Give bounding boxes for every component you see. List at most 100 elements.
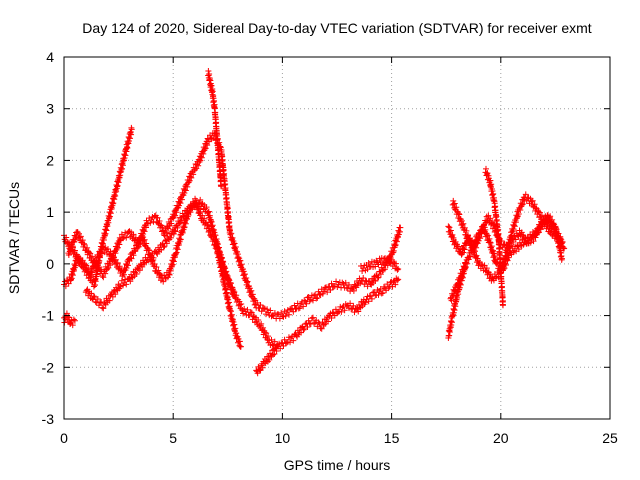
data-point bbox=[463, 259, 470, 266]
data-point bbox=[90, 293, 97, 300]
x-tick-label: 15 bbox=[384, 430, 400, 446]
data-point bbox=[451, 287, 458, 294]
data-point bbox=[110, 200, 117, 207]
data-point bbox=[65, 280, 72, 287]
data-point bbox=[100, 241, 106, 248]
data-point bbox=[501, 265, 508, 272]
data-point bbox=[535, 228, 542, 235]
data-point bbox=[69, 243, 76, 250]
data-point bbox=[504, 257, 511, 264]
data-point bbox=[175, 242, 182, 249]
data-point bbox=[225, 299, 232, 306]
data-point bbox=[69, 272, 76, 279]
data-point bbox=[119, 235, 126, 242]
data-point bbox=[232, 325, 239, 332]
data-point bbox=[176, 220, 183, 227]
data-point bbox=[85, 269, 92, 276]
chart-title: Day 124 of 2020, Sidereal Day-to-day VTE… bbox=[82, 20, 591, 36]
data-point bbox=[365, 260, 372, 267]
data-point bbox=[506, 240, 513, 247]
data-point bbox=[311, 320, 318, 327]
data-point bbox=[461, 265, 468, 272]
data-point bbox=[454, 280, 461, 287]
data-point bbox=[545, 214, 552, 221]
data-point bbox=[385, 285, 392, 292]
data-point bbox=[182, 187, 189, 194]
data-point bbox=[282, 312, 289, 319]
data-point bbox=[181, 224, 188, 231]
data-point bbox=[84, 244, 91, 251]
data-point bbox=[558, 255, 565, 262]
data-point bbox=[238, 261, 245, 268]
data-point bbox=[107, 210, 114, 217]
data-point bbox=[313, 295, 320, 302]
data-point bbox=[237, 343, 244, 350]
data-point bbox=[523, 197, 530, 204]
data-point bbox=[229, 316, 236, 323]
data-point bbox=[231, 240, 238, 247]
data-point bbox=[206, 71, 213, 78]
data-point bbox=[452, 288, 459, 295]
data-point bbox=[127, 135, 134, 142]
data-point bbox=[167, 234, 174, 241]
data-point bbox=[156, 217, 163, 224]
data-point bbox=[318, 325, 325, 332]
data-point bbox=[136, 240, 143, 247]
data-point bbox=[97, 299, 104, 306]
data-point bbox=[220, 275, 227, 282]
series-trace-b bbox=[61, 124, 135, 290]
data-point bbox=[93, 260, 100, 267]
data-point bbox=[201, 145, 208, 152]
data-point bbox=[374, 274, 381, 281]
data-point bbox=[154, 214, 161, 221]
data-point bbox=[216, 253, 223, 260]
data-point bbox=[556, 242, 563, 249]
data-point bbox=[393, 238, 400, 245]
data-point bbox=[393, 265, 400, 272]
data-point bbox=[549, 216, 556, 223]
data-point bbox=[296, 304, 303, 311]
data-point bbox=[490, 190, 497, 197]
data-point bbox=[104, 265, 111, 272]
data-point bbox=[101, 231, 108, 238]
data-point bbox=[529, 197, 536, 204]
data-point bbox=[81, 262, 88, 269]
data-point bbox=[210, 226, 217, 233]
data-point bbox=[305, 317, 312, 324]
data-point bbox=[103, 227, 110, 234]
data-point bbox=[228, 230, 235, 237]
data-point bbox=[248, 309, 255, 316]
data-point bbox=[458, 272, 465, 279]
data-point bbox=[467, 237, 474, 244]
data-point bbox=[241, 305, 248, 312]
data-point bbox=[368, 295, 375, 302]
data-point bbox=[90, 257, 97, 264]
data-point bbox=[215, 150, 222, 157]
data-point bbox=[196, 159, 203, 166]
data-point bbox=[127, 254, 134, 261]
data-point bbox=[301, 325, 308, 332]
series-trace-g bbox=[213, 243, 244, 350]
data-point bbox=[106, 297, 113, 304]
data-point bbox=[195, 162, 202, 169]
data-point bbox=[535, 208, 542, 215]
data-point bbox=[553, 229, 560, 236]
x-axis-label: GPS time / hours bbox=[284, 457, 391, 473]
data-point bbox=[395, 276, 402, 283]
data-point bbox=[223, 289, 230, 296]
data-point bbox=[212, 232, 219, 239]
data-point bbox=[112, 291, 119, 298]
data-point bbox=[448, 297, 455, 304]
data-point bbox=[203, 204, 210, 211]
data-point bbox=[517, 207, 524, 214]
data-point bbox=[163, 229, 170, 236]
data-point bbox=[462, 263, 469, 270]
data-point bbox=[163, 240, 170, 247]
data-point bbox=[105, 260, 112, 267]
data-point bbox=[248, 287, 255, 294]
data-point bbox=[464, 231, 471, 238]
data-point bbox=[260, 305, 267, 312]
data-point bbox=[141, 236, 148, 243]
data-point bbox=[96, 254, 103, 261]
data-point bbox=[519, 201, 526, 208]
